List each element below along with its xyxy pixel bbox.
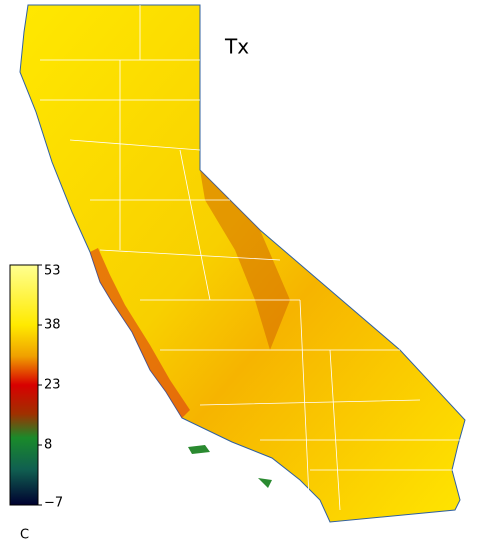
map-title: Tx <box>224 35 249 59</box>
colorbar-unit: C <box>20 528 29 543</box>
coastal-band <box>90 248 190 418</box>
colorbar-tick-label: 8 <box>44 438 52 453</box>
channel-islands <box>188 445 272 488</box>
colorbar-tick-label: 38 <box>44 318 61 333</box>
colorbar <box>9 264 39 506</box>
colorbar-ticks: 53 38 23 8 −7 <box>38 264 63 511</box>
colorbar-tick-label: 53 <box>44 264 61 279</box>
colorbar-tick-label: −7 <box>44 496 63 511</box>
sierra-band <box>200 170 290 350</box>
county-lines <box>40 5 460 521</box>
california <box>19 4 466 523</box>
colorbar-tick-label: 23 <box>44 378 61 393</box>
